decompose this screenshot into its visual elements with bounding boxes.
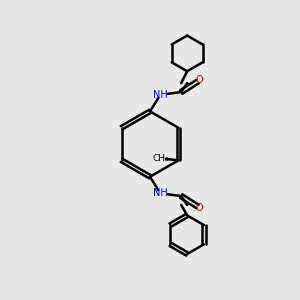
Text: NH: NH (153, 188, 168, 198)
Text: NH: NH (153, 90, 168, 100)
Text: CH₃: CH₃ (152, 154, 169, 164)
Text: O: O (195, 203, 203, 213)
Text: O: O (195, 75, 203, 85)
